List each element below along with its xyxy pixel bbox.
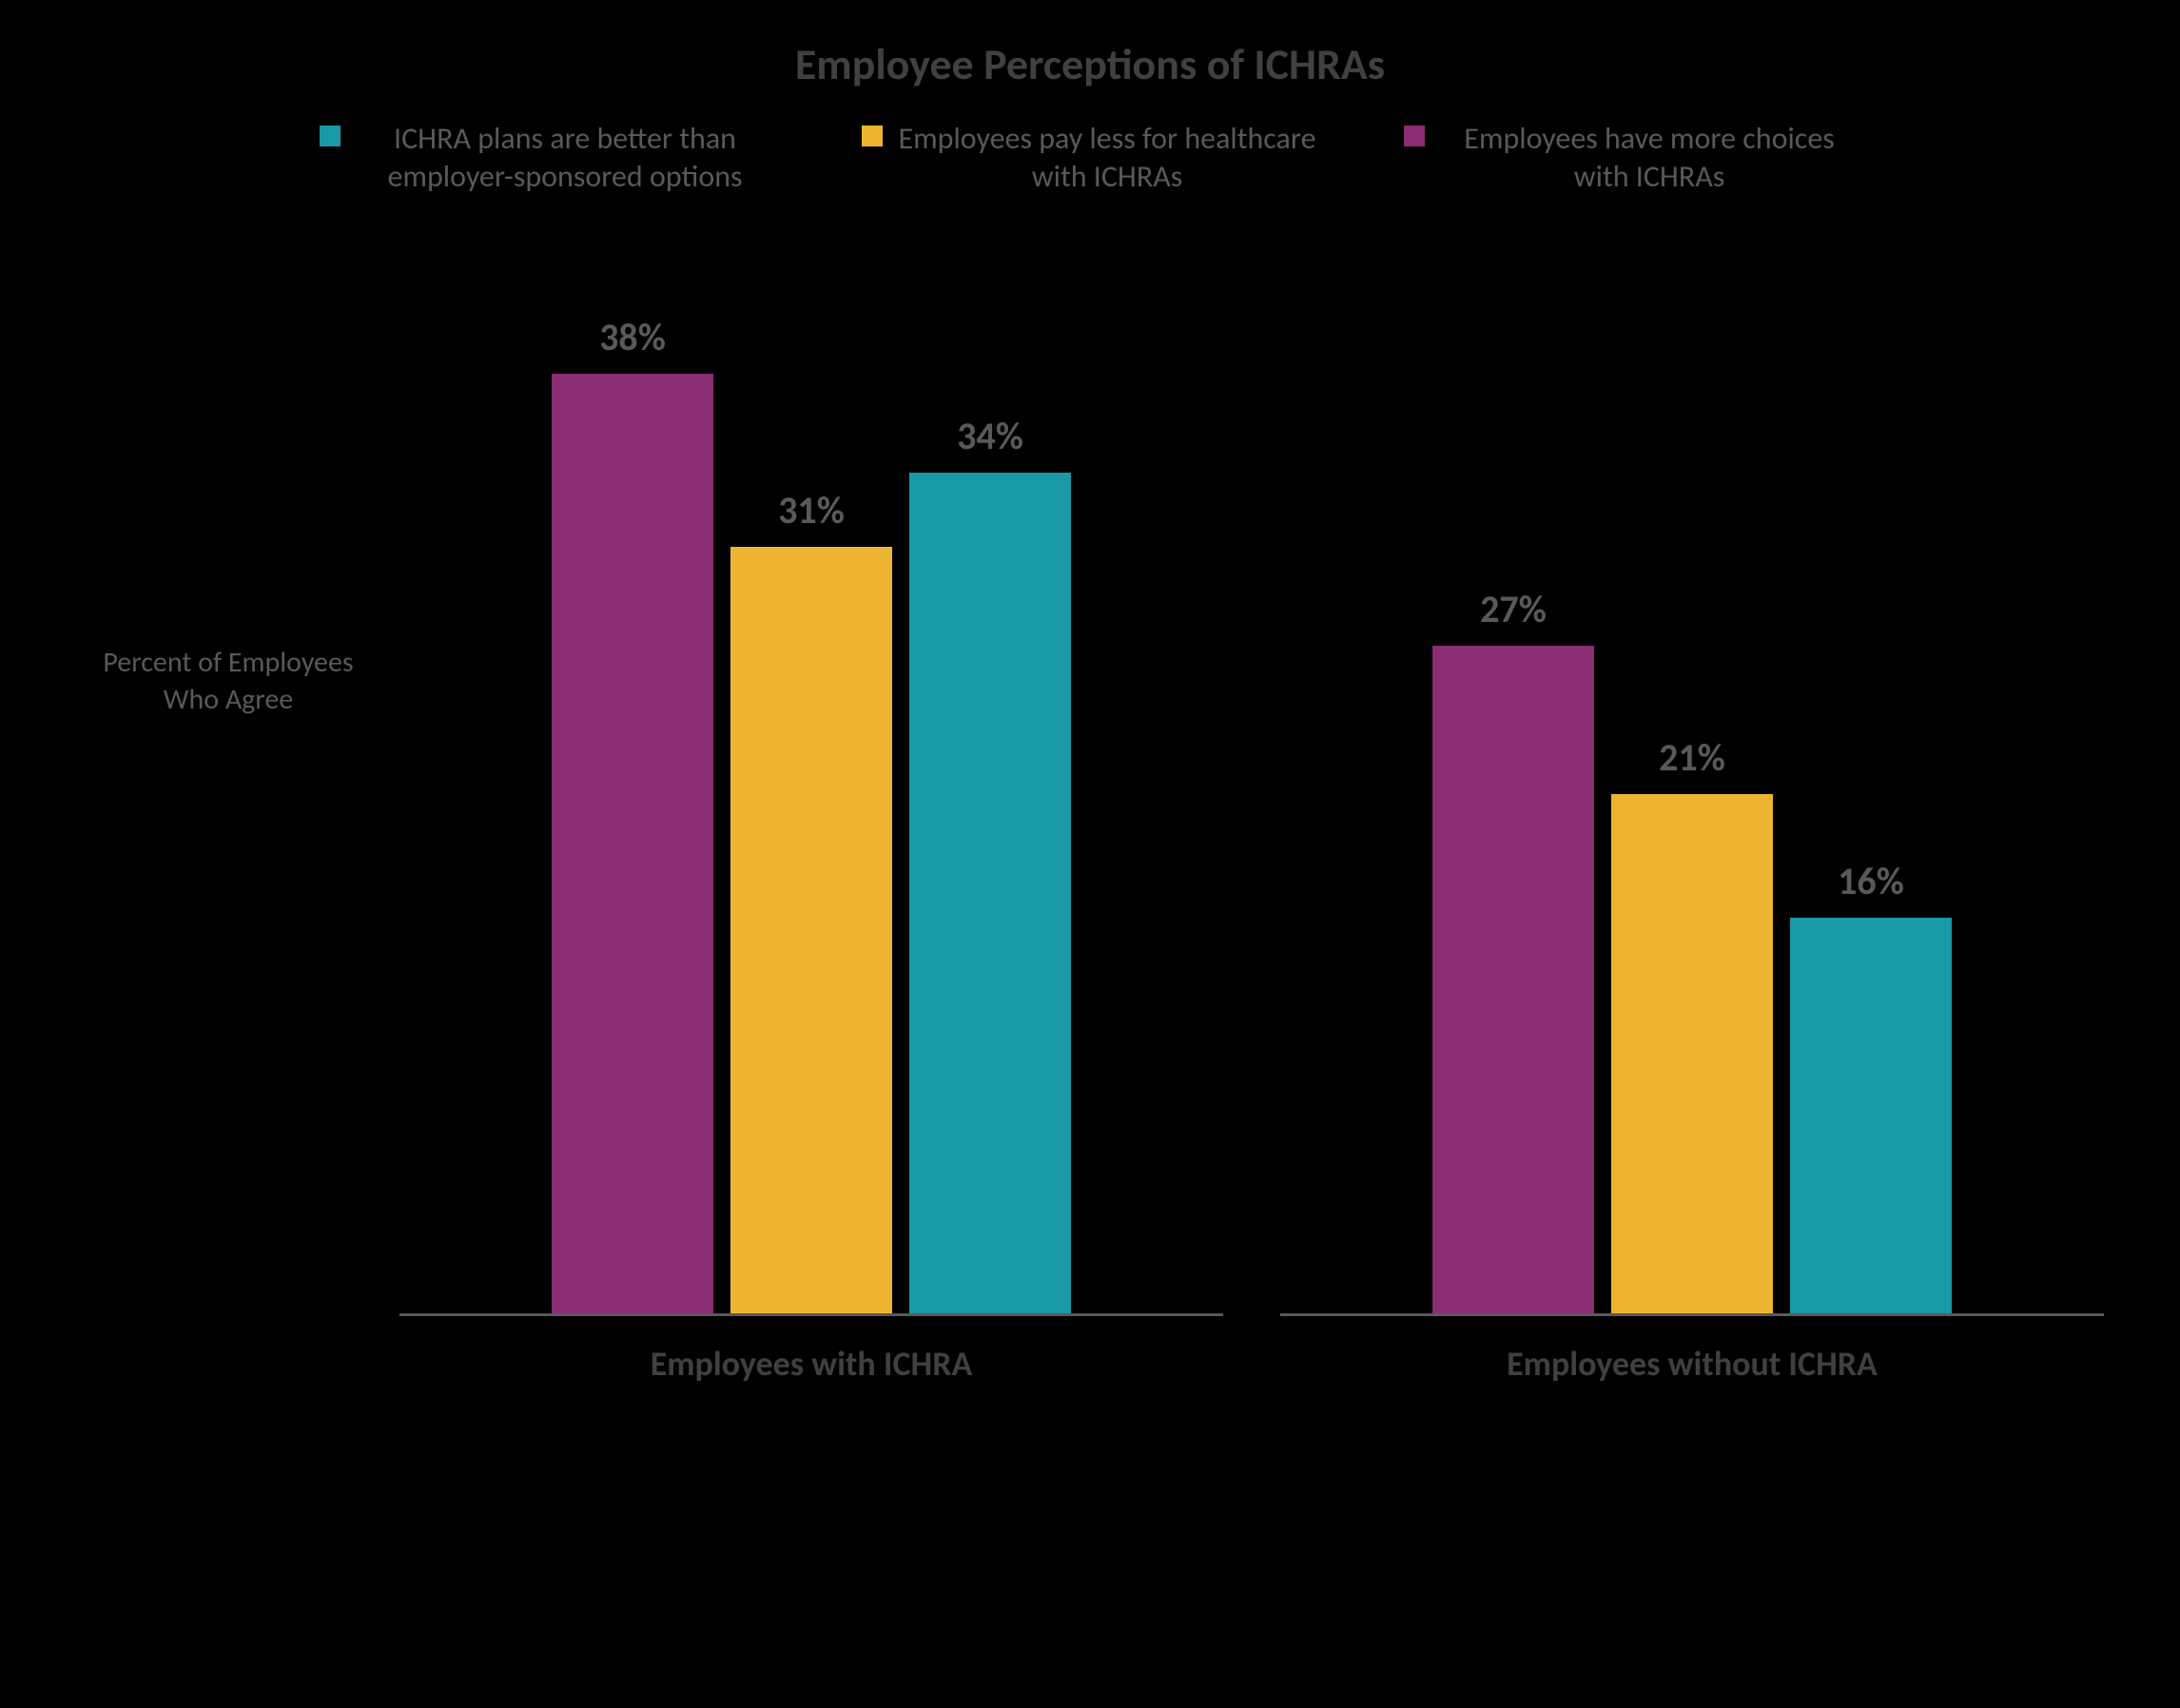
bars-row: 27% 21% 16% xyxy=(1280,586,2104,1316)
bar-value-label: 27% xyxy=(1480,586,1547,632)
bar-value-label: 34% xyxy=(957,413,1023,459)
category-label: Employees with ICHRA xyxy=(399,1316,1223,1385)
bar-group: 38% 31% 34% Employees with ICHRA xyxy=(399,314,1223,1385)
legend-swatch xyxy=(862,126,883,146)
bar-group: 27% 21% 16% Employees without ICHRA xyxy=(1280,586,2104,1385)
y-axis-label: Percent of Employees Who Agree xyxy=(76,262,399,1385)
chart-title: Employee Perceptions of ICHRAs xyxy=(76,38,2104,91)
bar xyxy=(1432,646,1594,1313)
category-label: Employees without ICHRA xyxy=(1280,1316,2104,1385)
bar-column: 38% xyxy=(552,314,713,1313)
legend-item: Employees pay less for healthcare with I… xyxy=(862,120,1318,196)
chart-container: Employee Perceptions of ICHRAs ICHRA pla… xyxy=(0,0,2180,1708)
bar-column: 21% xyxy=(1611,734,1773,1313)
legend-item: Employees have more choices with ICHRAs xyxy=(1404,120,1860,196)
bar-column: 34% xyxy=(909,413,1071,1313)
bar-column: 16% xyxy=(1790,858,1952,1313)
legend-item: ICHRA plans are better than employer-spo… xyxy=(320,120,776,196)
legend-label: ICHRA plans are better than employer-spo… xyxy=(354,120,776,196)
bar-column: 31% xyxy=(730,487,892,1313)
legend-label: Employees have more choices with ICHRAs xyxy=(1438,120,1860,196)
legend: ICHRA plans are better than employer-spo… xyxy=(76,120,2104,196)
bar xyxy=(552,374,713,1313)
bar xyxy=(909,473,1071,1313)
bar-value-label: 16% xyxy=(1838,858,1904,904)
bars-row: 38% 31% 34% xyxy=(399,314,1223,1316)
legend-swatch xyxy=(320,126,341,146)
bar-value-label: 21% xyxy=(1659,734,1725,781)
legend-swatch xyxy=(1404,126,1425,146)
bar-value-label: 38% xyxy=(599,314,666,360)
bar xyxy=(1790,918,1952,1313)
legend-label: Employees pay less for healthcare with I… xyxy=(896,120,1318,196)
bar-value-label: 31% xyxy=(778,487,845,534)
plot-area: Percent of Employees Who Agree 38% 31% 34%… xyxy=(76,262,2104,1385)
bar-column: 27% xyxy=(1432,586,1594,1313)
bar-groups: 38% 31% 34% Employees with ICHRA 27% 21% 16% Em… xyxy=(399,262,2104,1385)
bar xyxy=(730,547,892,1313)
bar xyxy=(1611,794,1773,1313)
